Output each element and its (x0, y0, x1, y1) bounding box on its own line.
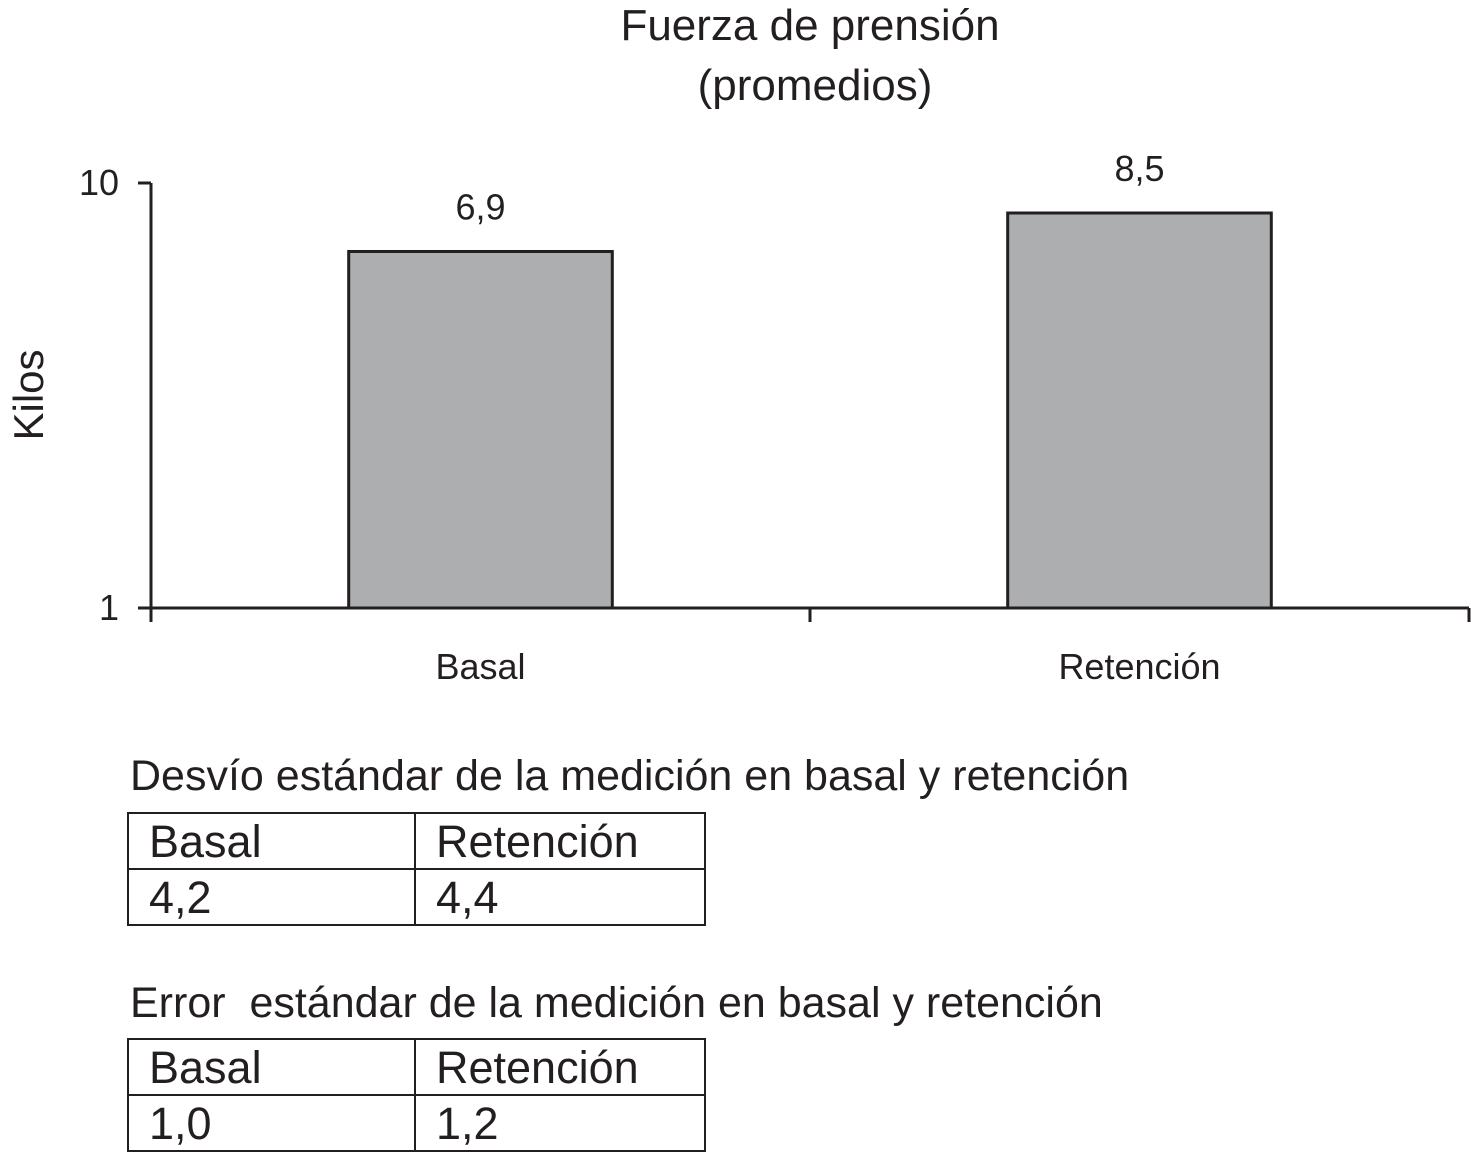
table-header-cell: Basal (127, 1038, 416, 1096)
bar (347, 249, 614, 610)
data-label: 8,5 (1114, 148, 1164, 189)
table-header-row: Basal Retención (127, 1038, 706, 1096)
sd-table: Basal Retención 4,2 4,4 (127, 812, 706, 926)
table-header-row: Basal Retención (127, 812, 706, 870)
y-axis-label: Kilos (5, 349, 52, 440)
y-tick-label: 1 (99, 587, 119, 628)
plot-area: 6,9 Basal 8,5 Retención 1 10 (79, 148, 1471, 687)
sd-table-caption: Desvío estándar de la medición en basal … (130, 752, 1130, 800)
bar (1006, 211, 1273, 610)
x-tick-label: Basal (435, 646, 525, 687)
table-row: 4,2 4,4 (127, 868, 706, 926)
table-cell: 4,2 (127, 868, 416, 926)
se-table: Basal Retención 1,0 1,2 (127, 1038, 706, 1152)
table-header-cell: Retención (414, 812, 706, 870)
data-label: 6,9 (455, 186, 505, 227)
table-header-cell: Basal (127, 812, 416, 870)
bar-chart: Fuerza de prensión (promedios) Kilos 6,9… (5, 1, 1471, 687)
table-cell: 4,4 (414, 868, 706, 926)
chart-subtitle: (promedios) (698, 61, 933, 110)
y-tick-label: 10 (79, 162, 119, 203)
table-header-cell: Retención (414, 1038, 706, 1096)
se-table-caption: Error estándar de la medición en basal y… (130, 979, 1103, 1027)
table-row: 1,0 1,2 (127, 1094, 706, 1152)
table-cell: 1,2 (414, 1094, 706, 1152)
table-cell: 1,0 (127, 1094, 416, 1152)
chart-title: Fuerza de prensión (620, 1, 999, 50)
x-tick-label: Retención (1058, 646, 1220, 687)
